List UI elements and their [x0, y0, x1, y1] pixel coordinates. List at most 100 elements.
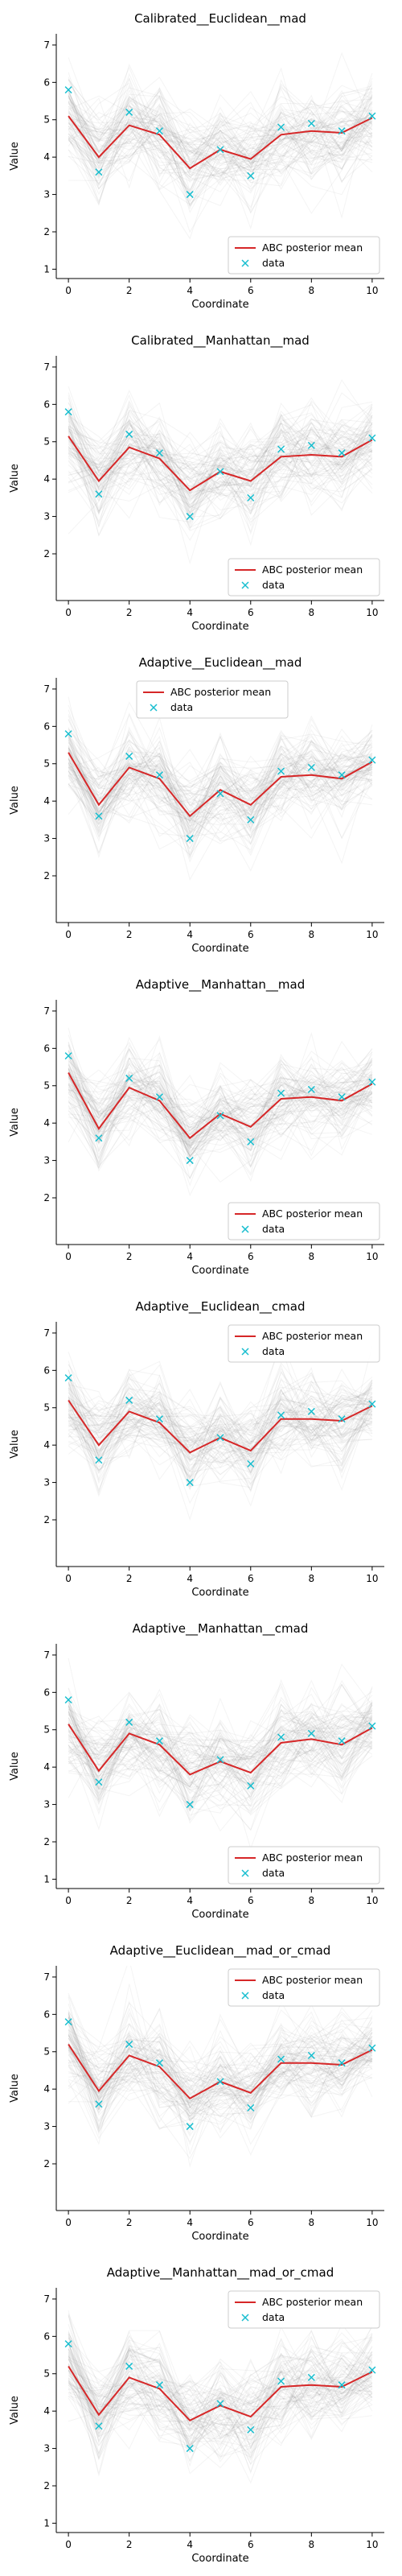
- posterior-sample-line: [68, 413, 373, 464]
- posterior-sample-line: [68, 1697, 373, 1785]
- data-point: [307, 2373, 315, 2381]
- posterior-sample-line: [68, 2334, 373, 2442]
- posterior-sample-line: [68, 1389, 373, 1455]
- data-point: [64, 730, 72, 738]
- posterior-sample-line: [68, 740, 373, 840]
- posterior-sample-line: [68, 1067, 372, 1167]
- x-tick-label: 4: [187, 1573, 193, 1584]
- data-point: [95, 812, 103, 820]
- posterior-sample-line: [68, 1716, 373, 1789]
- posterior-sample-line: [68, 757, 373, 822]
- posterior-sample-line: [68, 401, 373, 516]
- posterior-sample-line: [68, 101, 373, 190]
- posterior-sample-line: [68, 729, 373, 808]
- posterior-sample-line: [68, 1058, 373, 1136]
- posterior-sample-line: [68, 87, 373, 214]
- data-point: [277, 1733, 285, 1741]
- posterior-sample-line: [68, 1071, 372, 1162]
- posterior-sample-line: [68, 1364, 373, 1492]
- posterior-sample-line: [68, 1704, 373, 1785]
- posterior-sample-line: [68, 1379, 373, 1455]
- data-point: [125, 430, 133, 438]
- posterior-sample-line: [68, 1352, 373, 1472]
- posterior-sample-line: [68, 79, 373, 177]
- posterior-sample-line: [68, 1692, 373, 1775]
- posterior-sample-line: [68, 407, 373, 493]
- posterior-sample-line: [68, 716, 373, 833]
- data-point: [277, 1411, 285, 1419]
- data-point: [307, 1085, 315, 1093]
- posterior-sample-line: [68, 2023, 372, 2074]
- data-point: [247, 1137, 255, 1146]
- posterior-sample-line: [68, 93, 373, 214]
- posterior-sample-line: [68, 2310, 372, 2445]
- x-tick-label: 2: [126, 1251, 133, 1262]
- data-point: [368, 2366, 376, 2374]
- posterior-sample-line: [68, 2046, 373, 2100]
- posterior-sample-line: [68, 419, 373, 522]
- posterior-sample-line: [68, 2350, 373, 2442]
- posterior-sample-line: [68, 1051, 373, 1187]
- y-axis-label: Value: [9, 1430, 21, 1459]
- posterior-sample-line: [68, 1052, 373, 1144]
- posterior-mean-line: [68, 2365, 373, 2422]
- posterior-sample-line: [68, 1700, 372, 1788]
- posterior-sample-line: [68, 1077, 373, 1129]
- posterior-sample-line: [68, 428, 373, 519]
- data-point: [338, 1093, 346, 1101]
- posterior-sample-line: [68, 76, 373, 187]
- data-point: [155, 1093, 163, 1101]
- posterior-sample-line: [68, 105, 372, 174]
- posterior-sample-line: [68, 1398, 372, 1463]
- posterior-sample-line: [68, 63, 373, 192]
- posterior-sample-line: [68, 729, 373, 817]
- posterior-sample-line: [68, 1377, 373, 1491]
- posterior-sample-line: [68, 2336, 372, 2441]
- y-tick-label: 1: [43, 2517, 50, 2529]
- posterior-sample-line: [68, 739, 373, 815]
- posterior-sample-line: [68, 407, 373, 500]
- posterior-sample-line: [68, 727, 373, 840]
- x-tick-label: 6: [248, 2539, 254, 2550]
- posterior-sample-line: [68, 741, 373, 828]
- posterior-sample-line: [68, 2017, 372, 2124]
- posterior-sample-line: [68, 745, 373, 819]
- posterior-sample-line: [68, 2360, 373, 2419]
- x-tick-label: 6: [248, 1895, 254, 1906]
- x-axis-label: Coordinate: [191, 1909, 248, 1921]
- posterior-sample-line: [68, 2035, 372, 2111]
- posterior-sample-line: [68, 1045, 373, 1136]
- posterior-sample-line: [68, 412, 372, 533]
- posterior-sample-line: [68, 1370, 373, 1467]
- posterior-sample-line: [68, 1714, 373, 1773]
- posterior-sample-line: [68, 762, 373, 850]
- posterior-sample-line: [68, 2007, 373, 2103]
- legend: ABC posterior mean data: [228, 2290, 380, 2329]
- posterior-sample-line: [68, 2336, 373, 2458]
- posterior-sample-line: [68, 760, 373, 839]
- posterior-sample-line: [68, 749, 372, 859]
- posterior-sample-line: [68, 2345, 373, 2454]
- posterior-sample-line: [68, 97, 373, 205]
- x-tick-label: 8: [309, 607, 315, 618]
- data-point: [247, 2425, 255, 2434]
- posterior-sample-line: [68, 732, 373, 830]
- y-tick-label: 7: [43, 39, 50, 51]
- posterior-sample-line: [68, 2035, 373, 2090]
- posterior-sample-line: [68, 2013, 372, 2145]
- posterior-sample-line: [68, 754, 373, 838]
- posterior-sample-line: [68, 763, 372, 826]
- posterior-sample-line: [68, 1683, 373, 1790]
- posterior-sample-line: [68, 748, 372, 822]
- y-tick-label: 7: [43, 1005, 50, 1017]
- legend-marker-swatch: [241, 581, 249, 589]
- x-tick-label: 8: [309, 1573, 315, 1584]
- posterior-sample-line: [68, 1067, 373, 1159]
- y-tick-label: 3: [43, 1477, 50, 1488]
- posterior-sample-line: [68, 431, 373, 497]
- posterior-sample-line: [68, 1391, 373, 1466]
- posterior-sample-line: [68, 1393, 372, 1488]
- posterior-sample-line: [68, 2031, 373, 2115]
- y-tick-label: 7: [43, 1971, 50, 1983]
- posterior-sample-line: [68, 1682, 373, 1803]
